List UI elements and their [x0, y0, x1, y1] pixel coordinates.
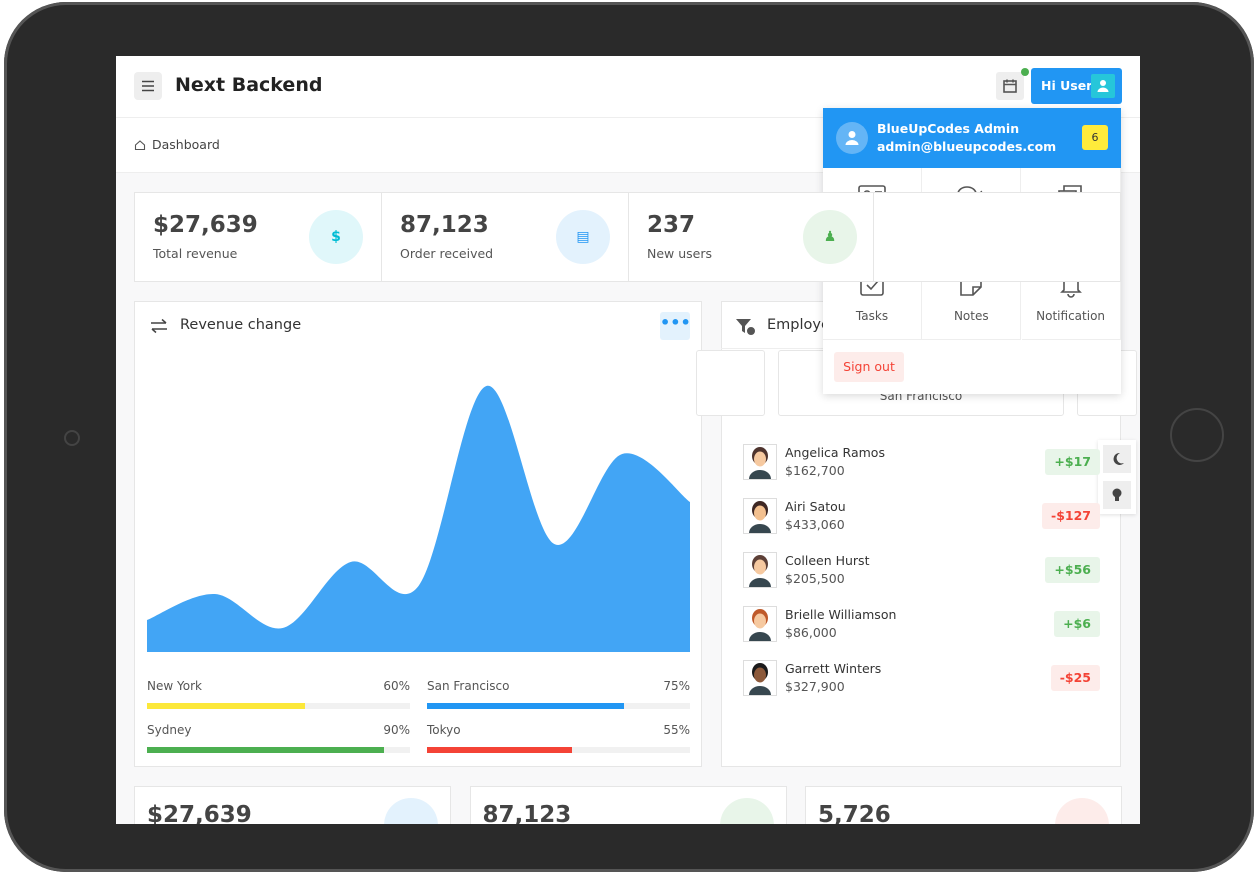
calendar-icon — [1003, 79, 1017, 93]
employee-avatar — [743, 444, 777, 480]
avatar-body — [749, 524, 771, 533]
progress-bar — [427, 703, 625, 709]
progress-percent: 90% — [383, 723, 410, 737]
avatar-face — [754, 613, 766, 629]
stat-label: Total revenue — [153, 246, 238, 261]
menu-icon — [142, 80, 154, 92]
stat-icon: $ — [309, 210, 363, 264]
employee-salary: $433,060 — [785, 517, 845, 532]
progress-city: Tokyo — [427, 723, 461, 737]
user-glyph — [845, 131, 859, 145]
notification-badge: 6 — [1082, 125, 1108, 150]
stat-icon: ♟ — [803, 210, 857, 264]
avatar-body — [749, 686, 771, 695]
more-button[interactable]: ••• — [660, 312, 691, 340]
menu-label: Tasks — [855, 309, 889, 323]
light-mode-button[interactable] — [1103, 481, 1131, 509]
progress-percent: 75% — [663, 679, 690, 693]
progress-city: San Francisco — [427, 679, 510, 693]
stat-label: New users — [647, 246, 713, 261]
sign-out-button[interactable]: Sign out — [834, 352, 904, 382]
menu-label: Notes — [953, 309, 989, 323]
home-button[interactable] — [1170, 408, 1224, 462]
employee-salary: $162,700 — [785, 463, 845, 478]
home-icon — [134, 140, 146, 151]
employee-name: Airi Satou — [785, 499, 846, 514]
avatar-body — [749, 578, 771, 587]
dropdown-header — [823, 108, 1121, 168]
admin-avatar — [836, 122, 868, 154]
avatar-figure — [749, 501, 771, 533]
user-button-label: Hi User — [1041, 78, 1093, 93]
admin-email: admin@blueupcodes.com — [877, 139, 1057, 154]
menu-button[interactable] — [134, 72, 162, 100]
divider — [116, 117, 1140, 118]
progress-bar — [427, 747, 572, 753]
employee-avatar — [743, 552, 777, 588]
user-glyph — [1097, 80, 1109, 92]
avatar-face — [754, 667, 766, 683]
progress-percent: 55% — [663, 723, 690, 737]
stat-value: $27,639 — [147, 802, 252, 824]
menu-label: Notification — [1036, 309, 1106, 323]
employee-name: Garrett Winters — [785, 661, 882, 676]
revenue-title: Revenue change — [180, 317, 302, 333]
employee-salary: $86,000 — [785, 625, 837, 640]
screen: Next Backend Hi User Dashboard Revenue c… — [116, 56, 1140, 824]
swap-icon — [151, 318, 167, 334]
change-badge: -$25 — [1050, 665, 1100, 691]
employee-salary: $205,500 — [785, 571, 845, 586]
admin-name: BlueUpCodes Admin — [877, 121, 1020, 136]
avatar-figure — [749, 447, 771, 479]
change-badge: +$17 — [1045, 449, 1100, 475]
stat-icon: ▤ — [556, 210, 610, 264]
stat-value: 87,123 — [482, 802, 572, 824]
revenue-area — [147, 385, 690, 652]
user-button[interactable]: Hi User — [1031, 68, 1122, 104]
change-badge: +$6 — [1054, 611, 1100, 637]
employee-avatar — [743, 660, 777, 696]
progress-city: New York — [147, 679, 202, 693]
stat-value: 5,726 — [818, 802, 891, 824]
stat-card — [873, 192, 1121, 282]
avatar-body — [749, 470, 771, 479]
employee-name: Angelica Ramos — [785, 445, 885, 460]
stat-value: 87,123 — [400, 212, 489, 238]
revenue-area-chart — [147, 385, 690, 652]
avatar-face — [754, 559, 766, 575]
avatar-body — [749, 632, 771, 641]
dark-mode-button[interactable] — [1103, 445, 1131, 473]
stat-value: 237 — [647, 212, 696, 238]
employee-name: Colleen Hurst — [785, 553, 870, 568]
breadcrumb: Dashboard — [152, 137, 220, 152]
progress-percent: 60% — [383, 679, 410, 693]
bulb-icon — [1112, 488, 1122, 501]
employee-avatar — [743, 606, 777, 642]
app-title: Next Backend — [175, 74, 323, 96]
employee-salary: $327,900 — [785, 679, 845, 694]
progress-city: Sydney — [147, 723, 192, 737]
status-dot — [1021, 68, 1029, 76]
moon-icon — [1113, 452, 1124, 465]
change-badge: -$127 — [1042, 503, 1100, 529]
camera — [64, 430, 80, 446]
calendar-button[interactable] — [996, 72, 1024, 100]
tab[interactable] — [696, 350, 765, 416]
change-badge: +$56 — [1045, 557, 1100, 583]
progress-bar — [147, 747, 384, 753]
avatar-face — [754, 451, 766, 467]
employee-name: Brielle Williamson — [785, 607, 897, 622]
progress-bar — [147, 703, 305, 709]
filter-icon — [736, 319, 756, 336]
employee-avatar — [743, 498, 777, 534]
stat-label: Order received — [400, 246, 494, 261]
theme-panel — [1098, 440, 1136, 514]
user-icon — [1091, 74, 1115, 98]
avatar-figure — [749, 609, 771, 641]
avatar-figure — [749, 555, 771, 587]
avatar-face — [754, 505, 766, 521]
stat-value: $27,639 — [153, 212, 258, 238]
avatar-figure — [749, 663, 771, 695]
